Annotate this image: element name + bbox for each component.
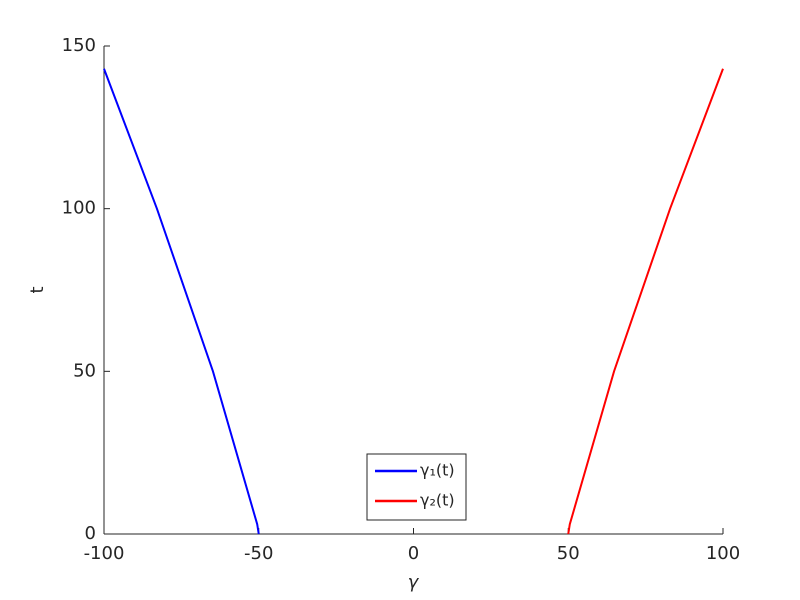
x-tick-label: -50	[244, 543, 273, 564]
x-tick-label: -100	[84, 543, 125, 564]
y-tick-label: 0	[85, 523, 96, 544]
y-tick-label: 150	[62, 35, 96, 56]
legend-label: γ₂(t)	[420, 491, 455, 510]
x-axis-label: γ	[408, 572, 420, 593]
legend-box	[366, 453, 467, 521]
line	[103, 68, 260, 535]
line	[567, 68, 724, 535]
x-tick-label: 0	[408, 543, 419, 564]
x-tick-label: 100	[706, 543, 740, 564]
y-tick-label: 100	[62, 198, 96, 219]
y-axis-label: t	[27, 286, 48, 293]
y-tick-label: 50	[73, 360, 96, 381]
x-tick-label: 50	[557, 543, 580, 564]
legend-label: γ₁(t)	[420, 461, 455, 480]
